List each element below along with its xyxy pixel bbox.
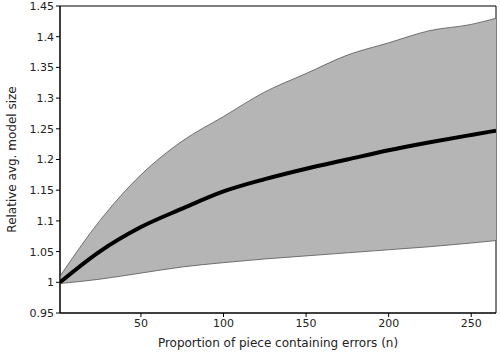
svg-text:150: 150 xyxy=(296,317,317,330)
svg-text:1.4: 1.4 xyxy=(37,31,55,44)
svg-text:1.2: 1.2 xyxy=(37,153,55,166)
svg-text:0.95: 0.95 xyxy=(30,307,55,320)
svg-text:1.15: 1.15 xyxy=(30,184,55,197)
svg-text:1.45: 1.45 xyxy=(30,0,55,13)
svg-text:1.3: 1.3 xyxy=(37,92,55,105)
svg-text:1: 1 xyxy=(47,276,54,289)
svg-text:50: 50 xyxy=(134,317,148,330)
svg-text:100: 100 xyxy=(213,317,234,330)
svg-text:1.35: 1.35 xyxy=(30,61,55,74)
svg-text:200: 200 xyxy=(378,317,399,330)
svg-text:250: 250 xyxy=(461,317,482,330)
svg-text:1.05: 1.05 xyxy=(30,246,55,259)
svg-text:Relative avg. model size: Relative avg. model size xyxy=(8,86,19,232)
svg-text:1.25: 1.25 xyxy=(30,123,55,136)
svg-text:1.1: 1.1 xyxy=(37,215,55,228)
svg-text:Proportion of piece containing: Proportion of piece containing errors (n… xyxy=(158,336,398,350)
